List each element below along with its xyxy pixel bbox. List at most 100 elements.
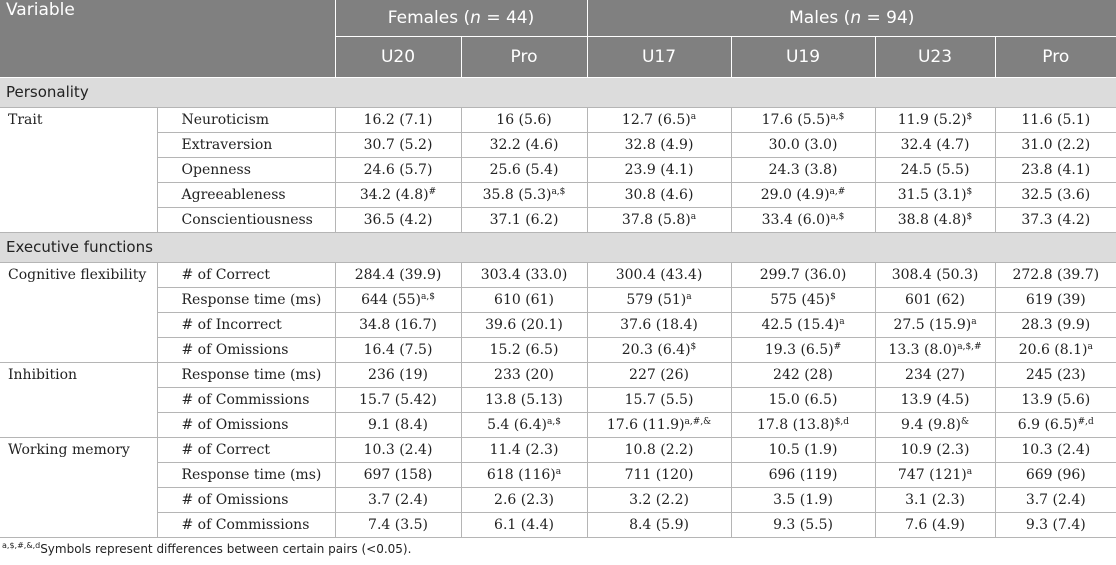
cell-value: 31.0 (2.2) [1021, 136, 1091, 153]
cell-value: 25.6 (5.4) [489, 161, 559, 178]
table-row: # of Commissions 15.7 (5.42) 13.8 (5.13) 15… [0, 386, 1116, 413]
cell-value: 10.3 (2.4) [1021, 441, 1091, 458]
significance-marker: a,$ [830, 111, 845, 122]
measure-label: # of Commissions [156, 386, 336, 413]
table-cell: 20.3 (6.4)$ [586, 336, 732, 363]
cell-value: 42.5 (15.4) [761, 316, 840, 333]
measure-label: # of Commissions [156, 511, 336, 538]
cell-value: 37.6 (18.4) [620, 316, 698, 333]
cell-value: 7.6 (4.9) [905, 516, 965, 533]
cell-value: 36.5 (4.2) [363, 211, 433, 228]
table-cell: 242 (28) [730, 361, 876, 388]
measure-label: Response time (ms) [156, 286, 336, 313]
table-cell: 11.4 (2.3) [460, 436, 588, 463]
cell-value: 601 (62) [905, 291, 965, 308]
table-cell: 9.4 (9.8)& [874, 411, 996, 438]
table-row: Response time (ms) 697 (158) 618 (116)a 711… [0, 461, 1116, 488]
cell-value: 697 (158) [363, 466, 433, 483]
footnote-symbols: a,$,#,&,d [2, 541, 41, 550]
cell-value: 242 (28) [773, 366, 833, 383]
cell-value: 9.1 (8.4) [368, 416, 428, 433]
cell-value: 11.9 (5.2) [897, 111, 967, 128]
column-header-u17: U17 [587, 36, 732, 77]
table-cell: 579 (51)a [586, 286, 732, 313]
cell-value: 233 (20) [494, 366, 554, 383]
cell-value: 747 (121) [897, 466, 967, 483]
significance-marker: $ [966, 186, 973, 197]
table-cell: 13.9 (4.5) [874, 386, 996, 413]
header-row-groups: Variable Females (n = 44) Males (n = 94) [0, 0, 1116, 78]
table-cell: 227 (26) [586, 361, 732, 388]
cell-value: 3.2 (2.2) [629, 491, 689, 508]
measure-label: Agreeableness [156, 181, 336, 208]
table-cell: 37.6 (18.4) [586, 311, 732, 338]
cell-value: 272.8 (39.7) [1012, 266, 1100, 283]
table-cell: 601 (62) [874, 286, 996, 313]
table-cell: 25.6 (5.4) [460, 156, 588, 183]
cell-value: 28.3 (9.9) [1021, 316, 1091, 333]
table-cell: 284.4 (39.9) [334, 261, 462, 288]
table-cell: 3.5 (1.9) [730, 486, 876, 513]
category-label: Trait [0, 106, 158, 233]
significance-marker: a [966, 466, 973, 477]
table-cell: 300.4 (43.4) [586, 261, 732, 288]
table-cell: 30.7 (5.2) [334, 131, 462, 158]
table-cell: 33.4 (6.0)a,$ [730, 206, 876, 233]
cell-value: 23.8 (4.1) [1021, 161, 1091, 178]
table-cell: 9.1 (8.4) [334, 411, 462, 438]
table-cell: 13.9 (5.6) [994, 386, 1116, 413]
significance-marker: #,d [1077, 416, 1094, 427]
table-cell: 3.7 (2.4) [334, 486, 462, 513]
cell-value: 13.9 (4.5) [900, 391, 970, 408]
significance-marker: $ [966, 111, 973, 122]
cell-value: 10.5 (1.9) [768, 441, 838, 458]
cell-value: 32.2 (4.6) [489, 136, 559, 153]
table-row: Cognitive flexibility # of Correct 284.4 (… [0, 261, 1116, 363]
table-cell: 24.6 (5.7) [334, 156, 462, 183]
cell-value: 3.7 (2.4) [1025, 491, 1086, 508]
significance-marker: a,$ [830, 211, 845, 222]
category-label: Inhibition [0, 361, 158, 438]
table-cell: 32.5 (3.6) [994, 181, 1116, 208]
table-cell: 37.8 (5.8)a [586, 206, 732, 233]
significance-marker: a [1087, 341, 1093, 352]
table-cell: 11.6 (5.1) [994, 106, 1116, 133]
cell-value: 29.0 (4.9) [760, 186, 830, 203]
table-row: Working memory # of Correct 10.3 (2.4) 11.4… [0, 436, 1116, 538]
measure-label: # of Incorrect [156, 311, 336, 338]
cell-value: 33.4 (6.0) [761, 211, 831, 228]
significance-marker: a [686, 291, 692, 302]
cell-value: 32.4 (4.7) [900, 136, 970, 153]
table-cell: 38.8 (4.8)$ [874, 206, 996, 233]
cell-value: 17.8 (13.8) [756, 416, 835, 433]
cell-value: 9.3 (5.5) [773, 516, 833, 533]
header-row-columns: U20 Pro U17 U19 U23 Pro [0, 36, 1116, 77]
table-cell: 31.0 (2.2) [994, 131, 1116, 158]
table-cell: 36.5 (4.2) [334, 206, 462, 233]
cell-value: 34.2 (4.8) [359, 186, 429, 203]
cell-value: 30.7 (5.2) [363, 136, 433, 153]
cell-value: 23.9 (4.1) [624, 161, 694, 178]
cell-value: 3.5 (1.9) [773, 491, 833, 508]
cell-value: 17.6 (11.9) [606, 416, 685, 433]
table-row: Response time (ms) 644 (55)a,$ 610 (61) 579… [0, 286, 1116, 313]
table-cell: 10.5 (1.9) [730, 436, 876, 463]
cell-value: 13.8 (5.13) [485, 391, 563, 408]
table-cell: 15.7 (5.42) [334, 386, 462, 413]
significance-marker: & [960, 416, 969, 427]
table-row: Agreeableness 34.2 (4.8)# 35.8 (5.3)a,$ 30.… [0, 181, 1116, 208]
significance-marker: # [428, 186, 437, 197]
table-cell: 42.5 (15.4)a [730, 311, 876, 338]
cell-value: 245 (23) [1025, 366, 1086, 383]
measure-label: Neuroticism [156, 106, 336, 133]
significance-marker: a,$,# [957, 341, 982, 352]
table-cell: 619 (39) [994, 286, 1116, 313]
measure-label: # of Omissions [156, 486, 336, 513]
table-cell: 24.3 (3.8) [730, 156, 876, 183]
significance-marker: # [833, 341, 842, 352]
cell-value: 3.7 (2.4) [368, 491, 428, 508]
table-cell: 697 (158) [334, 461, 462, 488]
cell-value: 2.6 (2.3) [494, 491, 554, 508]
table-cell: 34.8 (16.7) [334, 311, 462, 338]
table-cell: 299.7 (36.0) [730, 261, 876, 288]
